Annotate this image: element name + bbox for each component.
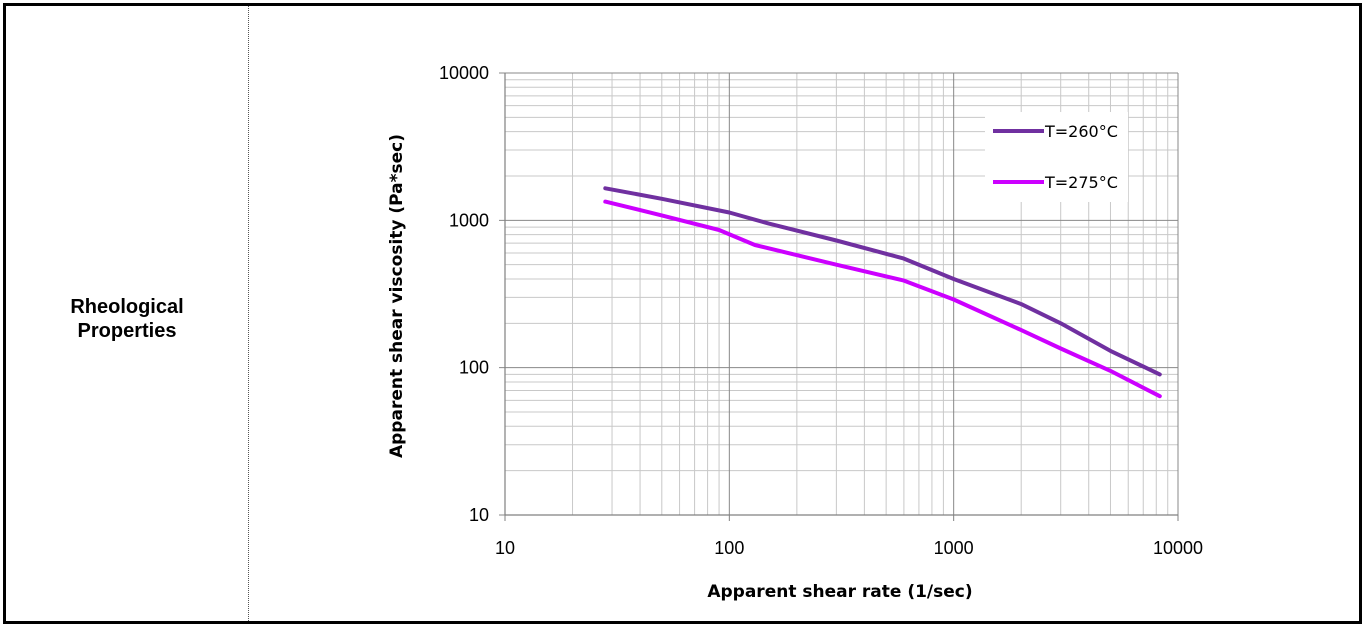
y-tick-label: 10000 (439, 63, 489, 83)
x-tick-label: 1000 (934, 538, 974, 558)
legend-label-1: T=260°C (1044, 122, 1118, 141)
x-axis-title: Apparent shear rate (1/sec) (707, 582, 972, 602)
table-frame: Rheological Properties (3, 3, 1362, 624)
y-axis-title: Apparent shear viscosity (Pa*sec) (387, 134, 407, 458)
minor-gridlines (505, 73, 1178, 515)
y-tick-label: 100 (459, 358, 489, 378)
row-label-line1: Rheological (70, 295, 184, 318)
series-line-1 (603, 186, 1162, 377)
x-tick-labels: 10 100 1000 10000 (495, 538, 1203, 558)
y-tick-label: 1000 (449, 210, 489, 230)
legend: T=260°C T=275°C (985, 112, 1128, 202)
row-label-line2: Properties (77, 319, 177, 342)
row-label-cell: Rheological Properties (6, 6, 249, 621)
row-label: Rheological Properties (70, 295, 183, 343)
x-tick-label: 10000 (1153, 538, 1203, 558)
y-tick-label: 10 (469, 505, 489, 525)
plot-border (504, 73, 1179, 521)
series-lines (603, 186, 1162, 399)
legend-box (985, 112, 1128, 202)
legend-label-2: T=275°C (1044, 173, 1118, 192)
y-tick-labels: 10 100 1000 10000 (439, 63, 489, 525)
x-tick-label: 10 (495, 538, 515, 558)
series-line-2 (603, 199, 1162, 399)
x-tick-label: 100 (714, 538, 744, 558)
